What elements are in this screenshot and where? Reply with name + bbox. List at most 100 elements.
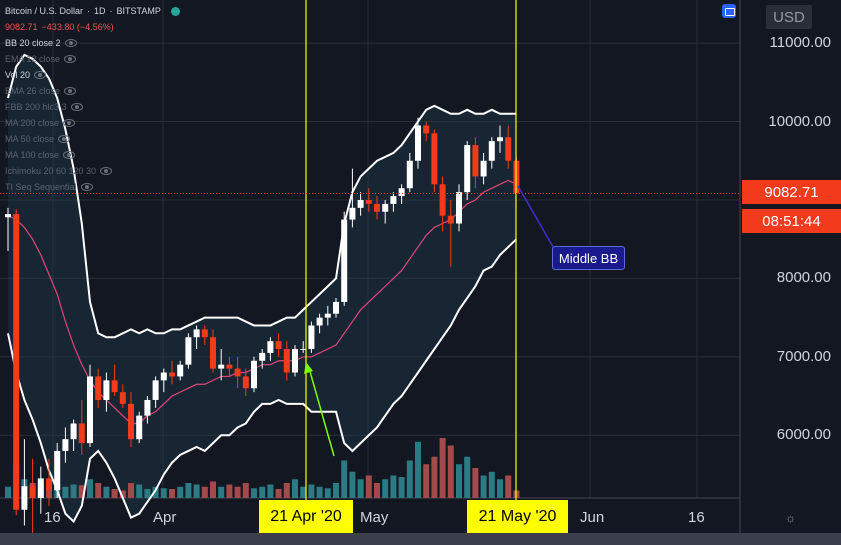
candle-body <box>169 372 175 377</box>
volume-bar <box>472 468 479 498</box>
price-tick: 6000.00 <box>776 426 831 444</box>
price-tick: 7000.00 <box>776 347 831 365</box>
bollinger-lower-band <box>7 238 518 524</box>
eye-icon[interactable] <box>58 135 71 143</box>
volume-bar <box>497 479 503 498</box>
highlight-date-left[interactable]: 21 Apr '20 <box>259 500 353 533</box>
candle-body <box>185 337 192 365</box>
indicator-row[interactable]: FBB 200 hlc3 3 <box>5 99 180 115</box>
candle-body <box>382 203 389 212</box>
eye-icon[interactable] <box>63 151 76 159</box>
eye-icon[interactable] <box>80 183 93 191</box>
eye-icon[interactable] <box>70 103 83 111</box>
volume-bar <box>357 479 364 498</box>
interval[interactable]: 1D <box>94 6 106 16</box>
indicator-row[interactable]: EMA 26 close <box>5 83 180 99</box>
candle-body <box>292 348 298 373</box>
volume-bar <box>111 489 118 498</box>
candle-body <box>87 376 93 444</box>
volume-bar <box>333 483 339 498</box>
eye-icon[interactable] <box>64 39 77 47</box>
green-arrow-line <box>308 367 335 457</box>
currency-button[interactable]: USD <box>766 5 812 29</box>
candle-body <box>365 199 372 204</box>
candle-body <box>267 341 274 353</box>
bottom-toolbar <box>0 533 841 545</box>
volume-bar <box>128 483 134 498</box>
candle-body <box>333 301 339 314</box>
green-arrow-head <box>304 362 313 374</box>
candle-body <box>439 184 446 216</box>
indicator-label: MA 100 close <box>5 150 60 160</box>
candle-body <box>349 207 356 220</box>
candle-body <box>390 196 397 204</box>
indicator-label: Ichimoku 20 60 120 30 <box>5 166 97 176</box>
highlight-date-right[interactable]: 21 May '20 <box>467 500 568 533</box>
candle-body <box>251 360 257 389</box>
volume-bar <box>447 445 454 498</box>
volume-bar <box>480 475 487 498</box>
indicator-row[interactable]: MA 100 close <box>5 147 180 163</box>
candle-body <box>324 313 331 318</box>
candle-body <box>54 450 61 491</box>
candle-body <box>152 380 159 400</box>
candle-body <box>423 125 430 134</box>
volume-bar <box>439 438 446 498</box>
eye-icon[interactable] <box>64 87 77 95</box>
volume-bar <box>177 486 184 498</box>
live-status-icon <box>170 6 180 16</box>
camera-icon[interactable] <box>722 4 736 18</box>
candle-body <box>128 403 134 440</box>
eye-icon[interactable] <box>34 71 47 79</box>
price-tick: 8000.00 <box>776 269 831 287</box>
volume-bar <box>267 484 274 498</box>
price-change: −433.80 (−4.56%) <box>41 22 114 32</box>
volume-bar <box>382 479 389 498</box>
volume-bar <box>316 486 323 498</box>
time-tick-16-jun: 16 <box>688 509 705 526</box>
candle-body <box>160 372 167 381</box>
eye-icon[interactable] <box>64 55 77 63</box>
indicator-label: TI Seq Sequential <box>5 182 77 192</box>
symbol-name[interactable]: Bitcoin / U.S. Dollar <box>5 6 84 16</box>
middle-bb-annotation[interactable]: Middle BB <box>552 246 625 270</box>
settings-gear-icon[interactable]: ☼ <box>785 511 796 525</box>
volume-bar <box>415 441 421 498</box>
exchange: BITSTAMP <box>116 6 161 16</box>
candle-body <box>62 439 69 451</box>
indicator-label: Vol 20 <box>5 70 31 80</box>
candle-body <box>201 329 208 338</box>
volume-bar <box>398 477 405 498</box>
candle-body <box>70 423 77 440</box>
indicator-row[interactable]: EMA 12 close <box>5 51 180 67</box>
price-tick: 11000.00 <box>769 34 831 52</box>
candle-body <box>406 160 413 189</box>
volume-bar <box>505 475 512 498</box>
indicator-row[interactable]: Vol 20 <box>5 67 180 83</box>
indicator-row[interactable]: MA 200 close <box>5 115 180 131</box>
candle-body <box>480 160 487 177</box>
time-tick-16-mar: 16 <box>44 509 61 526</box>
candle-body <box>456 192 462 224</box>
volume-bar <box>456 464 462 498</box>
candle-body <box>472 145 479 177</box>
volume-bar <box>226 484 233 498</box>
indicator-label: MA 200 close <box>5 118 60 128</box>
volume-bar <box>136 484 143 498</box>
indicator-row[interactable]: Ichimoku 20 60 120 30 <box>5 163 180 179</box>
eye-icon[interactable] <box>63 119 76 127</box>
countdown-tag: 08:51:44 <box>742 209 841 233</box>
indicator-row[interactable]: MA 50 close <box>5 131 180 147</box>
volume-bar <box>210 481 216 498</box>
indicator-row[interactable]: BB 20 close 2 <box>5 35 180 51</box>
volume-bar <box>87 479 93 498</box>
volume-bar <box>169 489 175 498</box>
volume-bar <box>374 483 380 498</box>
time-tick-apr: Apr <box>153 509 177 526</box>
eye-icon[interactable] <box>100 167 113 175</box>
indicator-row[interactable]: TI Seq Sequential <box>5 179 180 195</box>
volume-bar <box>70 484 77 498</box>
volume-bar <box>283 483 290 498</box>
volume-bar <box>365 475 372 498</box>
indicator-label: FBB 200 hlc3 3 <box>5 102 67 112</box>
